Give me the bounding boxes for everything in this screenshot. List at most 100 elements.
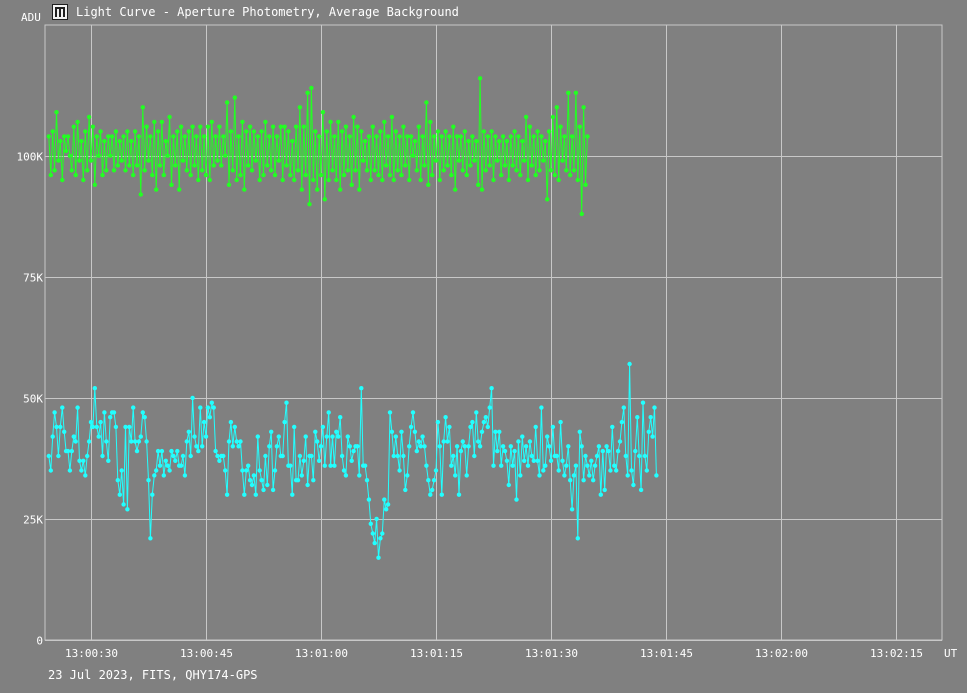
data-point (299, 473, 304, 478)
data-point (194, 444, 199, 449)
data-point (108, 415, 113, 420)
data-point (378, 536, 383, 541)
data-point (303, 172, 308, 178)
data-point (328, 463, 333, 468)
data-point (441, 168, 446, 173)
data-point (307, 202, 312, 207)
data-point (177, 187, 182, 192)
data-point (90, 424, 96, 430)
data-point (77, 458, 82, 463)
data-point (115, 478, 121, 483)
data-point (481, 129, 487, 134)
data-point (276, 158, 281, 163)
data-point (456, 492, 462, 497)
data-point (466, 139, 471, 144)
data-point (132, 439, 138, 444)
series-1 (46, 76, 590, 217)
data-point (583, 453, 588, 459)
data-point (186, 129, 191, 134)
data-point (63, 148, 69, 154)
data-point (581, 478, 586, 483)
data-point (336, 119, 341, 125)
data-point (594, 453, 600, 459)
series-2 (46, 361, 659, 560)
data-point (163, 458, 168, 463)
data-point (545, 197, 550, 202)
data-point (102, 139, 107, 144)
data-point (46, 453, 51, 459)
data-point (288, 172, 293, 178)
data-point (338, 187, 343, 192)
data-point (633, 448, 638, 454)
data-point (573, 463, 579, 468)
data-point (259, 478, 264, 483)
data-point (316, 458, 322, 463)
data-point (184, 168, 189, 173)
data-point (518, 473, 523, 478)
data-point (246, 463, 251, 468)
data-point (472, 158, 477, 163)
data-point (355, 124, 360, 129)
data-point (343, 124, 349, 129)
data-point (163, 139, 168, 144)
data-point (562, 134, 567, 139)
data-point (370, 124, 375, 129)
data-point (75, 119, 80, 125)
data-point (236, 134, 241, 139)
data-point (462, 444, 467, 449)
data-point (514, 497, 519, 502)
x-tick-label: 13:01:45 (640, 647, 693, 660)
data-point (148, 536, 153, 541)
data-point (638, 487, 644, 493)
data-point (194, 134, 199, 139)
data-point (290, 492, 295, 497)
data-point (414, 168, 419, 173)
data-point (552, 172, 557, 178)
data-point (474, 139, 479, 144)
data-point (75, 405, 80, 410)
data-point (115, 163, 121, 168)
data-point (169, 448, 174, 454)
x-tick-label: 13:01:00 (295, 647, 348, 660)
data-point (180, 158, 186, 163)
data-point (550, 424, 556, 430)
data-point (654, 473, 659, 478)
data-point (631, 482, 636, 488)
data-point (336, 434, 341, 439)
data-point (175, 129, 180, 134)
data-point (79, 468, 84, 473)
data-point (384, 163, 389, 168)
data-point (579, 444, 584, 449)
data-point (146, 478, 151, 483)
data-point (453, 473, 458, 478)
data-point (240, 468, 245, 473)
data-point (598, 492, 603, 497)
data-point (522, 158, 527, 163)
data-point (67, 468, 73, 473)
data-point (497, 139, 502, 144)
data-point (428, 492, 433, 497)
data-point (439, 492, 444, 497)
data-point (274, 134, 280, 139)
data-point (343, 473, 349, 478)
data-point (83, 473, 88, 478)
data-point (500, 134, 506, 139)
data-point (211, 405, 216, 410)
data-point (238, 439, 243, 444)
data-point (290, 139, 295, 144)
data-point (508, 444, 513, 449)
data-point (125, 507, 130, 512)
data-point (483, 415, 488, 420)
data-point (104, 168, 109, 173)
data-point (272, 172, 278, 178)
data-point (589, 458, 594, 463)
data-point (269, 429, 274, 434)
data-point (276, 434, 281, 439)
data-point (148, 134, 153, 139)
data-point (533, 424, 538, 430)
data-point (522, 458, 527, 463)
data-point (453, 187, 458, 192)
data-point (389, 114, 395, 120)
data-point (387, 172, 393, 178)
data-point (338, 415, 343, 420)
